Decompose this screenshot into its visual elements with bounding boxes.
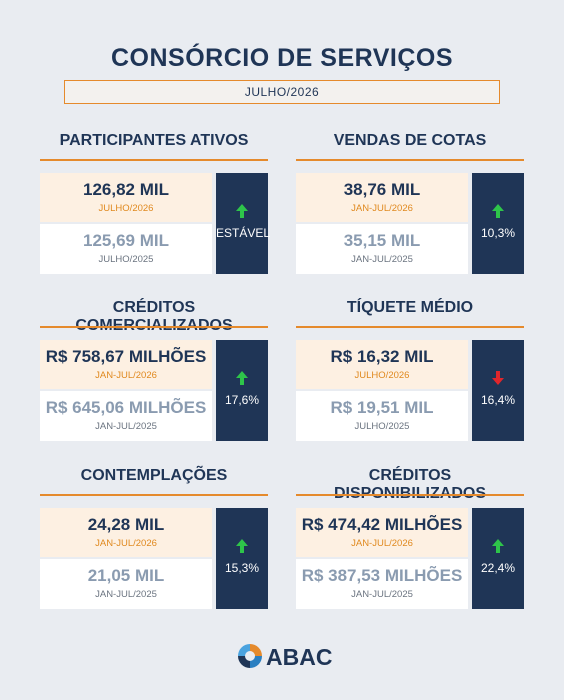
previous-value: 125,69 MIL (83, 231, 169, 250)
current-value: R$ 16,32 MIL (330, 347, 434, 366)
current-box: 126,82 MIL JULHO/2026 (40, 173, 212, 222)
trend-arrow (492, 204, 504, 218)
change-box: ESTÁVEL (216, 173, 271, 274)
change-label: 16,4% (480, 393, 516, 407)
current-period: JULHO/2026 (98, 203, 154, 214)
previous-box: R$ 645,06 MILHÕES JAN-JUL/2025 (40, 391, 212, 441)
previous-period: JAN-JUL/2025 (95, 589, 157, 600)
previous-value: R$ 19,51 MIL (330, 398, 434, 417)
trend-arrow (492, 539, 504, 553)
card-title: CONTEMPLAÇÕES (80, 467, 228, 484)
card-title: CRÉDITOS COMERCIALIZADOS (75, 299, 232, 334)
current-period: JULHO/2026 (354, 370, 410, 381)
change-label: 22,4% (480, 561, 516, 575)
card-rule (40, 159, 268, 161)
current-box: 24,28 MIL JAN-JUL/2026 (40, 508, 212, 557)
current-value: 38,76 MIL (343, 180, 421, 199)
current-period: JAN-JUL/2026 (95, 370, 157, 381)
previous-value: 21,05 MIL (87, 566, 165, 585)
trend-arrow (236, 371, 248, 385)
card-title: PARTICIPANTES ATIVOS (59, 132, 249, 149)
current-value: R$ 758,67 MILHÕES (45, 347, 207, 366)
current-period: JAN-JUL/2026 (351, 203, 413, 214)
previous-period: JAN-JUL/2025 (351, 589, 413, 600)
current-box: R$ 16,32 MIL JULHO/2026 (296, 340, 468, 389)
logo-text: ABAC (266, 644, 333, 670)
card-title: CRÉDITOS DISPONIBILIZADOS (334, 467, 486, 502)
arrow-shape (492, 371, 504, 385)
current-box: R$ 474,42 MILHÕES JAN-JUL/2026 (296, 508, 468, 557)
change-box: 15,3% (216, 508, 268, 609)
previous-period: JAN-JUL/2025 (351, 254, 413, 265)
card-rule (296, 326, 524, 328)
change-box: 10,3% (472, 173, 524, 274)
previous-value: R$ 645,06 MILHÕES (45, 398, 207, 417)
previous-box: 35,15 MIL JAN-JUL/2025 (296, 224, 468, 274)
trend-arrow (236, 539, 248, 553)
arrow-shape (236, 539, 248, 553)
change-label: ESTÁVEL (216, 226, 271, 240)
arrow-shape (492, 539, 504, 553)
change-box: 16,4% (472, 340, 524, 441)
current-value: 126,82 MIL (83, 180, 169, 199)
current-value: 24,28 MIL (87, 515, 165, 534)
arrow-shape (236, 371, 248, 385)
card-rule (40, 326, 268, 328)
current-period: JAN-JUL/2026 (351, 538, 413, 549)
previous-period: JULHO/2025 (354, 421, 410, 432)
page-subtitle: JULHO/2026 (64, 80, 500, 104)
previous-period: JULHO/2025 (98, 254, 154, 265)
trend-arrow (492, 371, 504, 385)
page-title: CONSÓRCIO DE SERVIÇOS (110, 44, 454, 72)
arrow-shape (236, 204, 248, 218)
arrow-shape (492, 204, 504, 218)
trend-arrow (236, 204, 248, 218)
logo-icon (238, 644, 262, 668)
card-title: VENDAS DE COTAS (333, 132, 487, 149)
current-box: 38,76 MIL JAN-JUL/2026 (296, 173, 468, 222)
previous-box: 21,05 MIL JAN-JUL/2025 (40, 559, 212, 609)
current-value: R$ 474,42 MILHÕES (301, 515, 463, 534)
change-box: 17,6% (216, 340, 268, 441)
change-box: 22,4% (472, 508, 524, 609)
previous-value: R$ 387,53 MILHÕES (301, 566, 463, 585)
previous-box: R$ 19,51 MIL JULHO/2025 (296, 391, 468, 441)
change-label: 10,3% (480, 226, 516, 240)
previous-box: 125,69 MIL JULHO/2025 (40, 224, 212, 274)
previous-period: JAN-JUL/2025 (95, 421, 157, 432)
card-title: TÍQUETE MÉDIO (346, 299, 474, 316)
current-box: R$ 758,67 MILHÕES JAN-JUL/2026 (40, 340, 212, 389)
previous-value: 35,15 MIL (343, 231, 421, 250)
card-rule (296, 494, 524, 496)
card-rule (296, 159, 524, 161)
change-label: 15,3% (224, 561, 260, 575)
change-label: 17,6% (224, 393, 260, 407)
previous-box: R$ 387,53 MILHÕES JAN-JUL/2025 (296, 559, 468, 609)
current-period: JAN-JUL/2026 (95, 538, 157, 549)
card-rule (40, 494, 268, 496)
